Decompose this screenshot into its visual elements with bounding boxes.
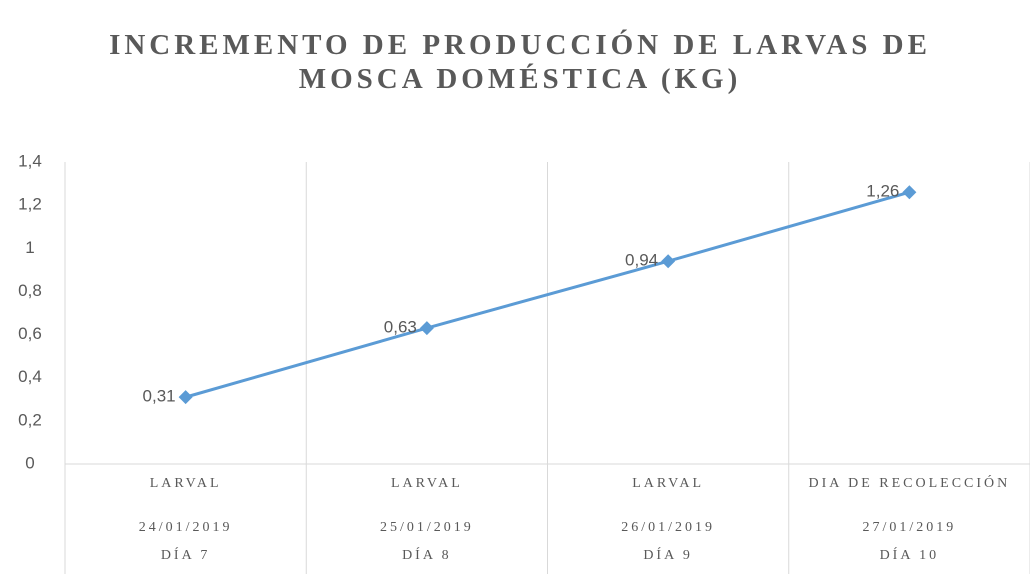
x-tick-label: DÍA 8 bbox=[402, 548, 452, 563]
x-tick-label: LARVAL bbox=[149, 476, 222, 491]
marker bbox=[419, 321, 434, 336]
y-tick-label: 1,4 bbox=[18, 151, 42, 170]
data-label: 0,63 bbox=[384, 318, 417, 337]
x-tick-label: 26/01/2019 bbox=[621, 520, 716, 535]
data-label: 0,94 bbox=[625, 251, 658, 270]
x-tick-label: 27/01/2019 bbox=[862, 520, 957, 535]
x-tick-label: 24/01/2019 bbox=[138, 520, 233, 535]
x-tick-label: DÍA 10 bbox=[879, 548, 940, 563]
y-tick-label: 1,2 bbox=[18, 195, 42, 214]
data-label: 0,31 bbox=[143, 387, 176, 406]
y-tick-label: 0,8 bbox=[18, 281, 42, 300]
x-tick-label: LARVAL bbox=[390, 476, 463, 491]
y-tick-label: 1 bbox=[25, 238, 34, 257]
x-tick-label: LARVAL bbox=[632, 476, 705, 491]
y-tick-label: 0,4 bbox=[18, 367, 42, 386]
marker bbox=[178, 390, 193, 405]
y-tick-label: 0,6 bbox=[18, 324, 42, 343]
marker bbox=[661, 254, 676, 269]
x-tick-label: DÍA 7 bbox=[160, 548, 211, 563]
x-tick-label: 25/01/2019 bbox=[379, 520, 474, 535]
y-tick-label: 0 bbox=[25, 453, 34, 472]
y-tick-label: 0,2 bbox=[18, 410, 42, 429]
x-tick-label: DIA DE RECOLECCIÓN bbox=[808, 476, 1011, 491]
line bbox=[185, 190, 910, 399]
marker bbox=[902, 185, 917, 200]
chart-title: INCREMENTO DE PRODUCCIÓN DE LARVAS DE MO… bbox=[109, 29, 931, 95]
x-tick-label: DÍA 9 bbox=[643, 548, 693, 563]
data-label: 1,26 bbox=[866, 182, 899, 201]
